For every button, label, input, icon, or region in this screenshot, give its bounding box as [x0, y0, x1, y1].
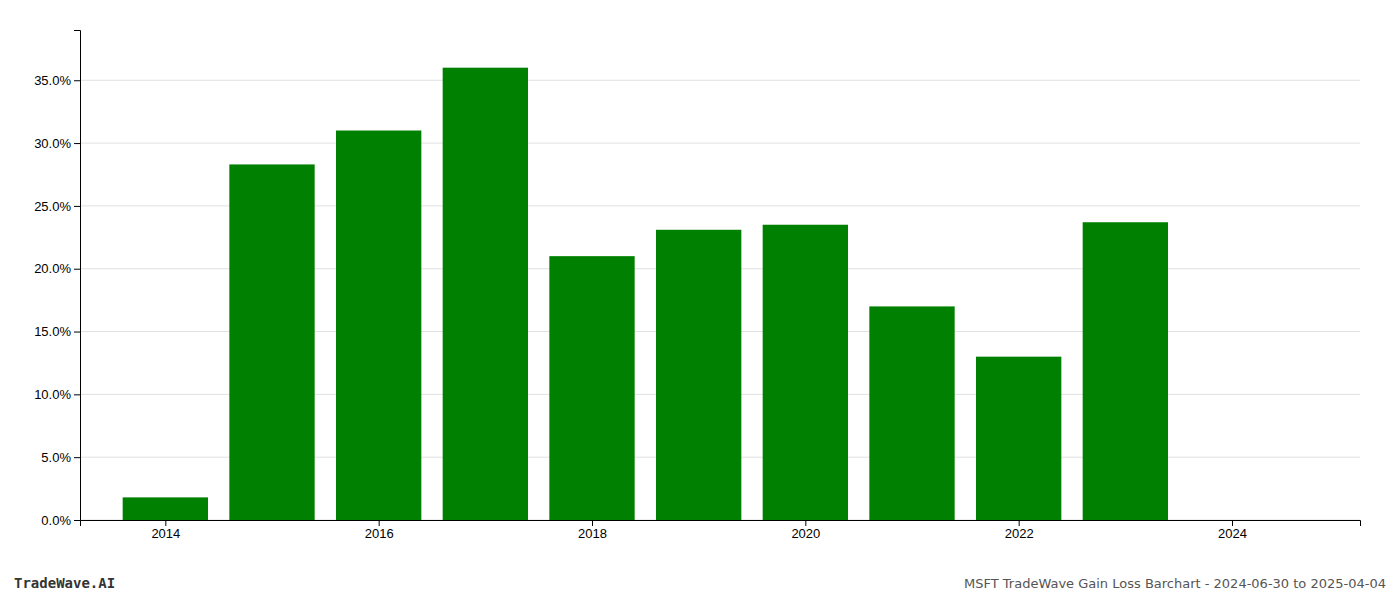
tick-mark	[805, 520, 806, 526]
tick: 20.0%	[34, 261, 80, 276]
axis-line	[81, 521, 1361, 527]
tick-mark	[1232, 520, 1233, 526]
tick: 0.0%	[41, 513, 80, 528]
tick: 35.0%	[34, 73, 80, 88]
tick-mark	[74, 332, 80, 333]
watermark: TradeWave.AI	[14, 575, 115, 591]
bar	[763, 225, 848, 520]
tick: 10.0%	[34, 387, 80, 402]
tick-label: 25.0%	[34, 199, 71, 214]
tick-label: 2020	[791, 526, 820, 541]
tick-label: 5.0%	[41, 450, 71, 465]
tick-mark	[379, 520, 380, 526]
axis-line	[74, 31, 81, 521]
bar	[656, 230, 741, 520]
tick-mark	[74, 520, 80, 521]
tick-mark	[74, 206, 80, 207]
tick-mark	[1019, 520, 1020, 526]
bar	[336, 131, 421, 520]
tick-mark	[74, 394, 80, 395]
bars	[123, 68, 1168, 520]
tick-label: 2018	[578, 526, 607, 541]
tick-mark	[74, 269, 80, 270]
title: MSFT TradeWave Gain Loss Barchart - 2024…	[964, 576, 1386, 591]
tick-label: 20.0%	[34, 261, 71, 276]
grid	[80, 80, 1360, 520]
tick-label: 2016	[365, 526, 394, 541]
plot: 0.0% 5.0% 10.0% 15.0% 20.0% 25.0% 30.0% 35.0% 20…	[34, 31, 1360, 542]
bar	[123, 497, 208, 520]
tick: 2020	[791, 520, 820, 541]
grid-line	[80, 80, 1360, 81]
tick: 2016	[365, 520, 394, 541]
tick-mark	[74, 80, 80, 81]
tick-label: 0.0%	[41, 513, 71, 528]
chart: 0.0% 5.0% 10.0% 15.0% 20.0% 25.0% 30.0% 35.0% 20…	[0, 0, 1400, 600]
tick-label: 10.0%	[34, 387, 71, 402]
tick-label: 2024	[1218, 526, 1247, 541]
bar	[976, 357, 1061, 520]
grid-line	[80, 143, 1360, 144]
tick-mark	[165, 520, 166, 526]
tick: 30.0%	[34, 136, 80, 151]
tick: 5.0%	[41, 450, 80, 465]
x-axis: 2014 2016 2018 2020 2022 2024	[81, 520, 1361, 541]
tick: 2018	[578, 520, 607, 541]
tick: 25.0%	[34, 199, 80, 214]
bar	[549, 256, 634, 520]
tick: 2014	[151, 520, 180, 541]
bar	[229, 164, 314, 520]
tick-mark	[74, 457, 80, 458]
tick-mark	[74, 143, 80, 144]
bar	[1189, 520, 1274, 521]
tick-label: 30.0%	[34, 136, 71, 151]
tick-label: 15.0%	[34, 324, 71, 339]
tick: 2024	[1218, 520, 1247, 541]
tick-label: 2014	[151, 526, 180, 541]
tick-label: 35.0%	[34, 73, 71, 88]
annotations: TradeWave.AI	[14, 575, 115, 591]
bar	[443, 68, 528, 520]
bar	[869, 306, 954, 520]
tick: 15.0%	[34, 324, 80, 339]
y-axis: 0.0% 5.0% 10.0% 15.0% 20.0% 25.0% 30.0% 35.0%	[34, 31, 80, 528]
tick: 2022	[1005, 520, 1034, 541]
bar	[1083, 222, 1168, 520]
tick-label: 2022	[1005, 526, 1034, 541]
tick-mark	[592, 520, 593, 526]
